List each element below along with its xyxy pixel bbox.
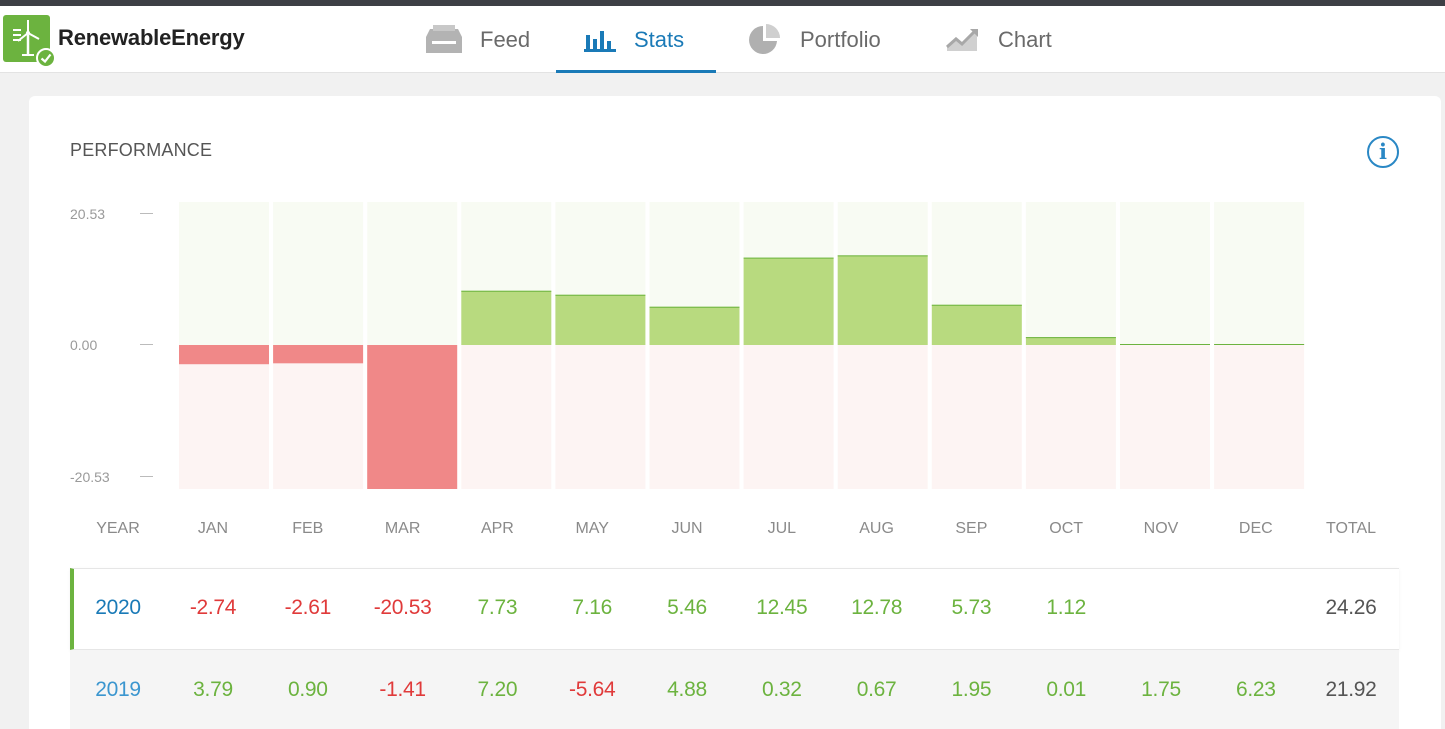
bar-background-negative bbox=[1214, 345, 1305, 489]
row-year-2020[interactable]: 2020 bbox=[95, 596, 141, 619]
tab-portfolio-label: Portfolio bbox=[800, 26, 881, 52]
bar-background-negative bbox=[461, 345, 552, 489]
bar-background-negative bbox=[1025, 345, 1116, 489]
bar-background-positive bbox=[1214, 202, 1305, 345]
y-tick-mark bbox=[140, 476, 153, 477]
column-header-year: YEAR bbox=[96, 520, 140, 537]
table-cell: 0.90 bbox=[287, 678, 328, 701]
tab-stats[interactable]: Stats bbox=[556, 6, 716, 73]
tab-chart[interactable]: Chart bbox=[942, 6, 1052, 73]
top-navbar: RenewableEnergy Feed Stats bbox=[0, 6, 1445, 73]
pie-chart-icon bbox=[744, 22, 784, 58]
column-header-sep[interactable]: SEP bbox=[955, 520, 988, 537]
info-icon[interactable]: i bbox=[1367, 136, 1399, 168]
table-cell: 0.01 bbox=[1046, 678, 1087, 701]
bar-apr[interactable] bbox=[461, 290, 552, 345]
y-tick-max: 20.53 bbox=[70, 206, 106, 222]
table-cell: 3.79 bbox=[193, 678, 233, 701]
table-cell: 12.45 bbox=[756, 596, 808, 619]
bar-aug[interactable] bbox=[837, 255, 928, 345]
table-cell: -2.61 bbox=[284, 596, 332, 619]
table-row-2020[interactable] bbox=[70, 568, 1399, 650]
table-row-2019[interactable] bbox=[70, 650, 1399, 729]
performance-title: PERFORMANCE bbox=[70, 140, 213, 160]
bar-background-positive bbox=[367, 202, 458, 345]
trend-chart-icon bbox=[942, 22, 982, 58]
bar-jan[interactable] bbox=[179, 345, 269, 365]
bar-mar[interactable] bbox=[367, 345, 458, 489]
tab-chart-label: Chart bbox=[998, 26, 1052, 52]
active-tab-indicator bbox=[556, 70, 716, 73]
app-logo[interactable] bbox=[3, 15, 56, 68]
y-tick-mark bbox=[140, 344, 153, 345]
bar-background-negative bbox=[555, 345, 646, 489]
table-cell: 7.20 bbox=[477, 678, 518, 701]
column-header-may[interactable]: MAY bbox=[575, 520, 609, 537]
verified-check-icon bbox=[36, 48, 56, 68]
bar-background-negative bbox=[1120, 345, 1210, 489]
bar-background-negative bbox=[273, 345, 364, 489]
bar-jun[interactable] bbox=[649, 306, 740, 345]
bar-oct[interactable] bbox=[1025, 337, 1116, 345]
table-cell: 1.95 bbox=[951, 678, 992, 701]
row-year-2019[interactable]: 2019 bbox=[95, 678, 141, 701]
y-tick-min: -20.53 bbox=[70, 469, 110, 485]
table-cell: -5.64 bbox=[569, 678, 616, 701]
column-header-jan[interactable]: JAN bbox=[197, 520, 229, 537]
bar-may[interactable] bbox=[555, 294, 646, 345]
bar-sep[interactable] bbox=[931, 304, 1022, 345]
column-header-total: TOTAL bbox=[1325, 520, 1377, 537]
table-cell: 5.73 bbox=[951, 596, 992, 619]
table-cell: -1.41 bbox=[379, 678, 426, 701]
column-header-mar[interactable]: MAR bbox=[384, 520, 421, 537]
bar-background-negative bbox=[649, 345, 740, 489]
column-header-nov[interactable]: NOV bbox=[1143, 520, 1179, 537]
table-cell: -20.53 bbox=[373, 596, 432, 619]
y-tick-zero: 0.00 bbox=[70, 337, 98, 353]
column-header-apr[interactable]: APR bbox=[480, 520, 514, 537]
bar-background-negative bbox=[743, 345, 834, 489]
tab-feed[interactable]: Feed bbox=[424, 6, 530, 73]
bar-background-positive bbox=[179, 202, 269, 345]
bar-background-negative bbox=[931, 345, 1022, 489]
table-cell: 4.88 bbox=[667, 678, 707, 701]
brand-name: RenewableEnergy bbox=[58, 25, 245, 50]
table-cell: 7.73 bbox=[477, 596, 518, 619]
bar-jul[interactable] bbox=[743, 257, 834, 345]
bar-chart-icon bbox=[584, 22, 618, 58]
table-cell: 6.23 bbox=[1235, 678, 1276, 701]
bar-background-negative bbox=[837, 345, 928, 489]
bar-background-positive bbox=[273, 202, 364, 345]
table-cell: 0.32 bbox=[761, 678, 802, 701]
bar-background-negative bbox=[179, 345, 269, 489]
table-cell: 1.75 bbox=[1141, 678, 1181, 701]
wind-turbine-icon bbox=[13, 20, 40, 56]
column-header-jul[interactable]: JUL bbox=[767, 520, 797, 537]
top-strip bbox=[0, 0, 1445, 6]
feed-icon bbox=[424, 22, 464, 58]
table-cell: 5.46 bbox=[667, 596, 707, 619]
bar-background-positive bbox=[1120, 202, 1210, 345]
tab-stats-label: Stats bbox=[634, 26, 685, 52]
bar-background-positive bbox=[1025, 202, 1116, 345]
column-header-aug[interactable]: AUG bbox=[859, 520, 894, 537]
table-cell: 0.67 bbox=[856, 678, 897, 701]
tab-portfolio[interactable]: Portfolio bbox=[744, 6, 881, 73]
column-header-oct[interactable]: OCT bbox=[1049, 520, 1084, 537]
column-header-jun[interactable]: JUN bbox=[671, 520, 703, 537]
y-tick-mark bbox=[140, 213, 153, 214]
row-total: 21.92 bbox=[1325, 678, 1377, 701]
table-cell: 12.78 bbox=[851, 596, 903, 619]
column-header-feb[interactable]: FEB bbox=[292, 520, 324, 537]
table-cell: 7.16 bbox=[572, 596, 613, 619]
table-cell: 1.12 bbox=[1046, 596, 1087, 619]
tab-feed-label: Feed bbox=[480, 26, 531, 52]
table-cell: -2.74 bbox=[189, 596, 237, 619]
bar-feb[interactable] bbox=[273, 345, 364, 364]
column-header-dec[interactable]: DEC bbox=[1238, 520, 1273, 537]
row-total: 24.26 bbox=[1325, 596, 1377, 619]
